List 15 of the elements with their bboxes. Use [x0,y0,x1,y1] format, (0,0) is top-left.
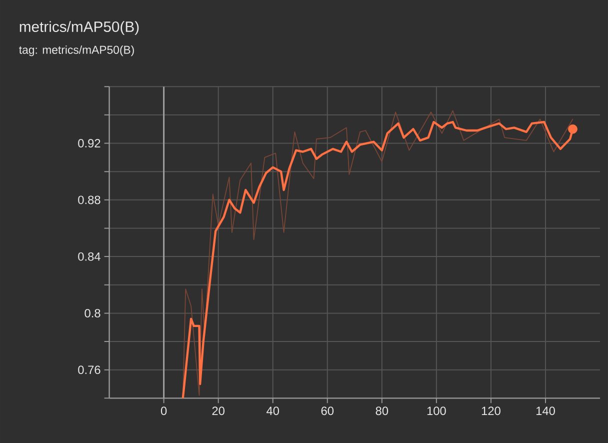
y-tick-label: 0.76 [78,366,100,374]
chart-subtitle: tag: metrics/mAP50(B) [19,46,134,56]
y-tick-label: 0.8 [84,309,100,318]
x-tick-label: 40 [266,406,280,416]
x-tick-label: 20 [212,406,224,416]
x-tick-label: 60 [321,406,334,416]
x-tick-label: 0 [160,406,167,416]
y-tick-label: 0.88 [78,196,100,204]
y-tick-label: 0.92 [78,139,100,148]
y-tick-label: 0.84 [78,252,100,261]
x-tick-label: 80 [376,406,388,416]
x-tick-label: 120 [482,406,500,416]
x-tick-label: 100 [427,406,446,416]
x-tick-label: 140 [536,406,555,416]
chart-title: metrics/mAP50(B) [20,21,139,35]
